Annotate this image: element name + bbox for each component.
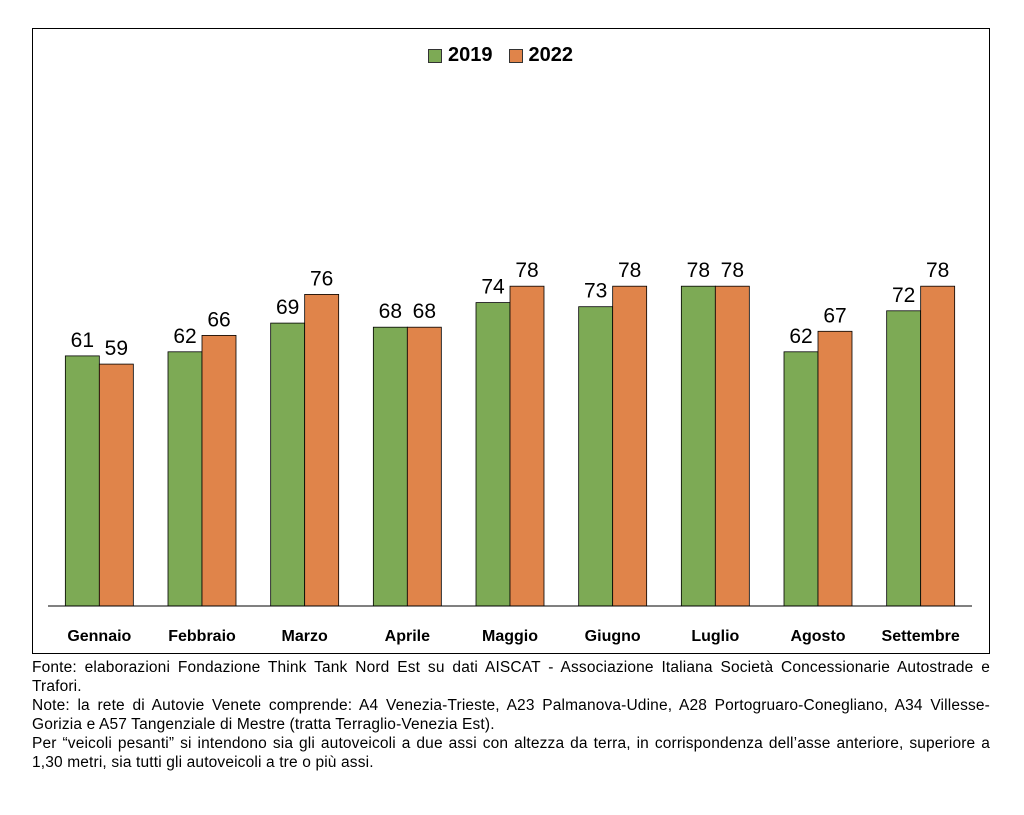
value-label-2022-agosto: 67 — [823, 304, 846, 327]
legend-label-2019: 2019 — [448, 44, 493, 66]
bar-2022-luglio — [714, 285, 750, 607]
bar-chart: 61 59 62 66 69 76 68 68 74 78 73 78 78 78 62 67 72 78 Gen… — [48, 259, 972, 645]
bar-2019-giugno — [578, 306, 614, 607]
value-labels-group: 61 59 62 66 69 76 68 68 74 78 73 78 78 78 62 67 72 78 — [71, 259, 950, 360]
bar-2022-maggio — [509, 285, 545, 607]
value-label-2019-agosto: 62 — [789, 325, 812, 348]
value-label-2019-febbraio: 62 — [173, 325, 196, 348]
bars-group — [64, 285, 956, 607]
bar-2022-giugno — [612, 285, 648, 607]
bar-2022-marzo — [304, 293, 340, 607]
value-label-2022-febbraio: 66 — [207, 308, 230, 331]
value-label-2022-giugno: 78 — [618, 259, 641, 282]
legend-swatch-2022 — [508, 48, 523, 63]
chart-frame — [32, 28, 990, 654]
value-label-2019-aprile: 68 — [379, 300, 402, 323]
value-label-2019-luglio: 78 — [687, 259, 710, 282]
value-label-2022-settembre: 78 — [926, 259, 949, 282]
bar-2019-aprile — [372, 326, 408, 607]
category-labels-group: Gennaio Febbraio Marzo Aprile Maggio Giugno Lu… — [67, 628, 960, 645]
bar-2022-gennaio — [98, 363, 134, 607]
category-label-agosto: Agosto — [790, 628, 845, 645]
value-label-2019-maggio: 74 — [481, 276, 505, 299]
value-label-2019-settembre: 72 — [892, 284, 915, 307]
category-label-aprile: Aprile — [385, 628, 430, 645]
legend-item-2019: 2019 — [428, 44, 493, 67]
value-label-2022-luglio: 78 — [721, 259, 744, 282]
bar-2019-agosto — [783, 351, 819, 607]
value-label-2022-maggio: 78 — [515, 259, 538, 282]
legend-item-2022: 2022 — [508, 44, 574, 67]
value-label-2022-marzo: 76 — [310, 267, 333, 290]
legend: 2019 2022 — [428, 44, 579, 67]
bar-2019-febbraio — [167, 351, 203, 607]
bar-2019-marzo — [270, 322, 306, 607]
bar-2019-luglio — [680, 285, 716, 607]
value-label-2019-marzo: 69 — [276, 296, 299, 319]
value-label-2022-aprile: 68 — [413, 300, 436, 323]
bar-2022-aprile — [406, 326, 442, 607]
category-label-luglio: Luglio — [691, 628, 739, 645]
legend-label-2022: 2022 — [528, 44, 574, 66]
bar-2022-agosto — [817, 330, 853, 607]
bar-2019-gennaio — [64, 355, 100, 607]
legend-swatch-2019 — [428, 48, 442, 63]
bar-2019-maggio — [475, 302, 511, 607]
value-label-2019-giugno: 73 — [584, 280, 607, 303]
category-label-gennaio: Gennaio — [67, 628, 131, 645]
footnotes: Fonte: elaborazioni Fondazione Think Tan… — [32, 658, 990, 772]
category-label-marzo: Marzo — [282, 628, 328, 645]
heavy-vehicles-note: Per “veicoli pesanti” si intendono sia g… — [32, 735, 990, 771]
value-label-2022-gennaio: 59 — [105, 337, 128, 360]
source-note: Fonte: elaborazioni Fondazione Think Tan… — [32, 659, 990, 695]
category-label-febbraio: Febbraio — [168, 628, 236, 645]
network-note: Note: la rete di Autovie Venete comprend… — [32, 697, 990, 733]
bar-2022-settembre — [920, 285, 956, 607]
value-label-2019-gennaio: 61 — [71, 329, 94, 352]
category-label-giugno: Giugno — [585, 628, 641, 645]
bar-2019-settembre — [886, 310, 922, 607]
bar-2022-febbraio — [201, 334, 237, 607]
category-label-settembre: Settembre — [882, 628, 960, 645]
category-label-maggio: Maggio — [482, 628, 538, 645]
